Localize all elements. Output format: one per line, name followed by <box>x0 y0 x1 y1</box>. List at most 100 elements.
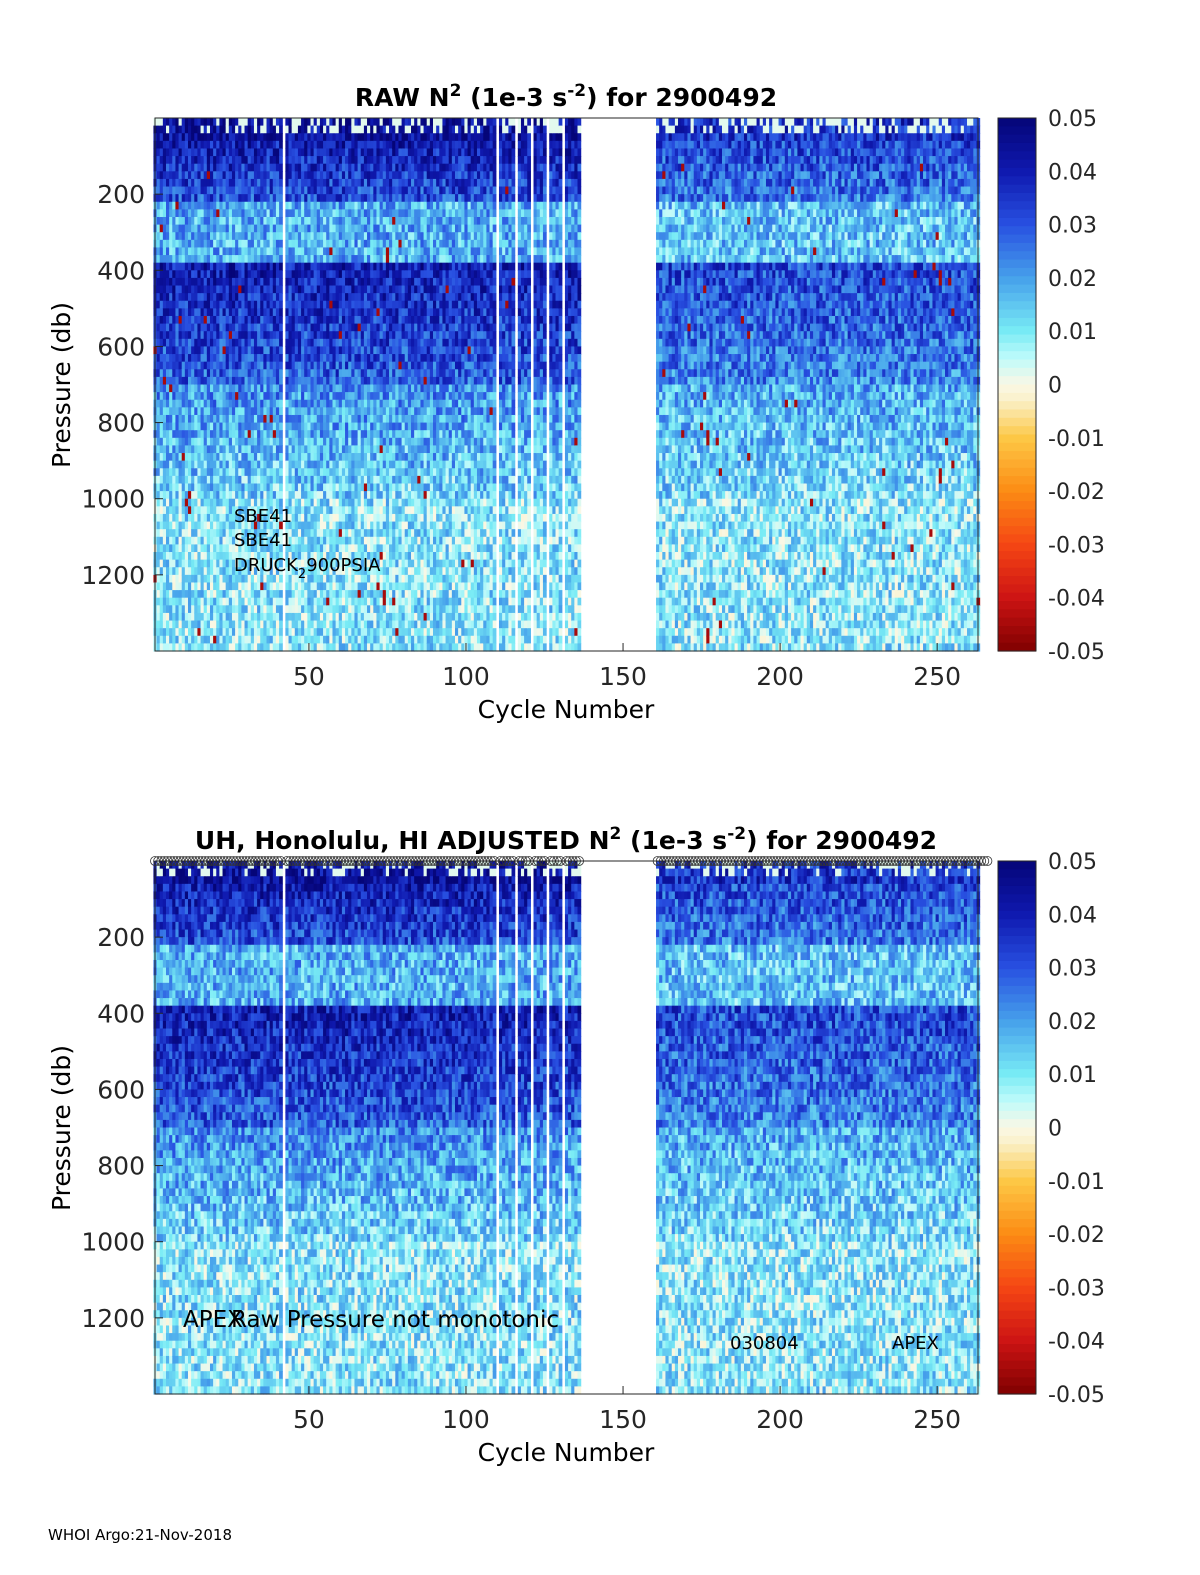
heatmap-cell <box>209 597 214 606</box>
heatmap-cell <box>172 597 177 606</box>
heatmap-cell <box>194 491 198 500</box>
heatmap-cell <box>238 156 242 165</box>
heatmap-cell <box>175 369 180 378</box>
heatmap-cell <box>187 506 192 515</box>
heatmap-cell <box>187 285 192 294</box>
heatmap-cell <box>225 567 230 576</box>
heatmap-cell <box>231 186 236 195</box>
heatmap-cell <box>216 346 220 355</box>
heatmap-cell <box>178 300 183 309</box>
heatmap-cell <box>197 590 202 599</box>
heatmap-cell <box>206 513 211 523</box>
heatmap-cell <box>231 178 236 188</box>
heatmap-cell <box>159 285 164 294</box>
heatmap-cell <box>175 133 180 142</box>
heatmap-cell <box>184 605 189 614</box>
heatmap-cell <box>169 369 173 378</box>
heatmap-cell <box>231 407 236 416</box>
heatmap-cell <box>241 247 246 256</box>
heatmap-cell <box>228 491 233 500</box>
heatmap-cell <box>279 232 283 241</box>
heatmap-cell <box>225 354 230 363</box>
heatmap-cell <box>238 635 242 644</box>
heatmap-cell <box>187 346 192 355</box>
heatmap-cell <box>222 300 227 309</box>
heatmap-cell <box>200 338 205 348</box>
heatmap-cell <box>194 171 198 180</box>
heatmap-cell <box>175 628 180 637</box>
heatmap-cell <box>279 255 283 264</box>
heatmap-raw <box>153 118 981 652</box>
heatmap-cell <box>206 346 211 355</box>
heatmap-cell <box>191 407 195 416</box>
heatmap-cell <box>241 201 246 210</box>
heatmap-cell <box>235 285 239 294</box>
heatmap-cell <box>206 239 211 249</box>
heatmap-cell <box>187 224 192 233</box>
heatmap-cell <box>184 270 189 279</box>
heatmap-cell <box>162 597 167 606</box>
heatmap-cell <box>235 239 239 249</box>
heatmap-cell <box>231 506 236 515</box>
heatmap-cell <box>172 635 177 644</box>
heatmap-cell <box>156 262 161 271</box>
heatmap-cell <box>172 536 177 545</box>
heatmap-cell <box>159 346 164 355</box>
heatmap-cell <box>181 277 186 287</box>
heatmap-cell <box>178 163 183 172</box>
heatmap-cell <box>200 620 205 629</box>
heatmap-cell <box>191 635 195 644</box>
heatmap-cell <box>228 536 233 545</box>
heatmap-cell <box>156 643 161 652</box>
heatmap-cell <box>228 315 233 325</box>
heatmap-cell <box>228 437 233 447</box>
heatmap-cell <box>222 255 227 264</box>
heatmap-cell <box>184 125 189 134</box>
heatmap-cell <box>197 315 202 325</box>
heatmap-cell <box>197 422 202 431</box>
heatmap-cell <box>162 498 167 507</box>
heatmap-cell <box>209 201 214 210</box>
heatmap-cell <box>206 590 211 599</box>
heatmap-cell <box>279 437 283 447</box>
heatmap-cell <box>162 262 167 271</box>
heatmap-cell <box>172 369 177 378</box>
heatmap-cell <box>175 597 180 606</box>
heatmap-cell <box>279 361 283 370</box>
heatmap-cell <box>241 513 246 523</box>
heatmap-cell <box>166 323 170 332</box>
heatmap-cell <box>213 369 217 378</box>
heatmap-cell <box>206 582 211 591</box>
heatmap-cell <box>231 475 236 485</box>
heatmap-cell <box>187 430 192 439</box>
heatmap-cell <box>222 498 227 507</box>
heatmap-cell <box>235 544 239 553</box>
heatmap-cell <box>156 224 161 233</box>
heatmap-cell <box>216 178 220 188</box>
heatmap-cell <box>241 300 246 309</box>
heatmap-cell <box>235 605 239 614</box>
heatmap-cell <box>197 635 202 644</box>
heatmap-cell <box>181 392 186 401</box>
heatmap-cell <box>178 491 183 500</box>
heatmap-cell <box>169 247 173 256</box>
heatmap-cell <box>216 171 220 180</box>
heatmap-cell <box>184 285 189 294</box>
heatmap-cell <box>166 597 170 606</box>
heatmap-cell <box>187 201 192 210</box>
heatmap-cell <box>213 224 217 233</box>
heatmap-cell <box>235 156 239 165</box>
heatmap-cell <box>200 171 205 180</box>
heatmap-cell <box>175 156 180 165</box>
heatmap-cell <box>175 567 180 576</box>
heatmap-cell <box>159 468 164 477</box>
heatmap-cell <box>197 338 202 348</box>
heatmap-cell <box>175 331 180 340</box>
heatmap-cell <box>197 460 202 469</box>
heatmap-cell <box>219 491 224 500</box>
heatmap-cell <box>191 582 195 591</box>
heatmap-cell <box>219 468 224 477</box>
heatmap-cell <box>162 407 167 416</box>
heatmap-cell <box>187 620 192 629</box>
heatmap-cell <box>156 552 161 561</box>
